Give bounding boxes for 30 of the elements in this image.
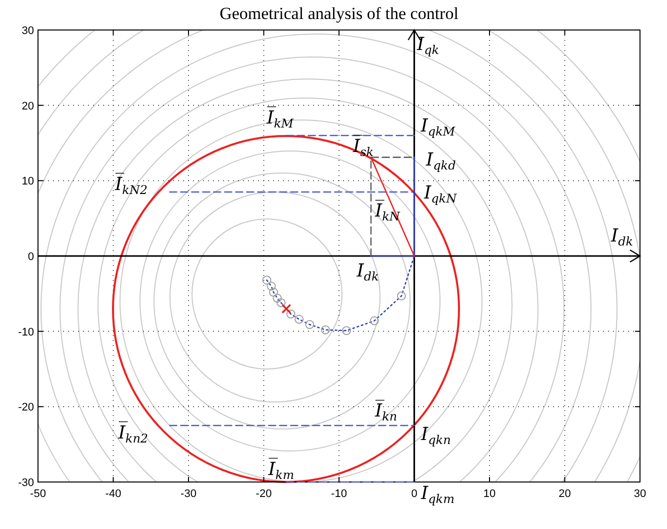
annotation: I̅$_{km}$	[267, 458, 294, 482]
x-tick-label: 0	[411, 488, 418, 500]
x-tick-label: -10	[331, 488, 347, 500]
annotation: I$_{qkN}$	[423, 182, 458, 206]
x-tick-label: 20	[558, 488, 571, 500]
y-tick-label: 10	[22, 176, 34, 188]
annotation: I̅$_{kN2}$	[114, 172, 148, 197]
annotation: I$_{qkd}$	[425, 150, 456, 173]
x-tick-label: -20	[256, 488, 272, 500]
x-tick-label: 10	[483, 488, 496, 500]
y-tick-label: -20	[18, 402, 34, 414]
text: I$_{qkm}$	[420, 483, 454, 506]
annotation: I̅$_{kn2}$	[117, 421, 148, 446]
chart-title: Geometrical analysis of the control	[220, 4, 459, 23]
y-tick-label: -30	[18, 477, 34, 489]
x-tick-label: -50	[30, 488, 46, 500]
y-tick-label: 20	[22, 100, 34, 112]
annotation: I̅$_{kM}$	[266, 106, 294, 130]
annotation: I$_{dk}$	[610, 226, 634, 249]
y-tick-label: 0	[28, 251, 34, 263]
x-tick-label: -40	[105, 488, 122, 500]
x-tick-label: 30	[634, 488, 646, 500]
annotation: I$_{dk}$	[356, 260, 379, 284]
annotation: I$_{qkn}$	[420, 424, 451, 447]
annotation: I̅$_{kn}$	[374, 399, 398, 424]
annotation: I$_{qk}$	[416, 34, 440, 57]
annotation: I$_{qkM}$	[420, 116, 456, 139]
y-tick-label: -10	[18, 326, 34, 338]
y-tick-label: 30	[22, 25, 34, 37]
x-tick-label: -30	[180, 488, 196, 500]
